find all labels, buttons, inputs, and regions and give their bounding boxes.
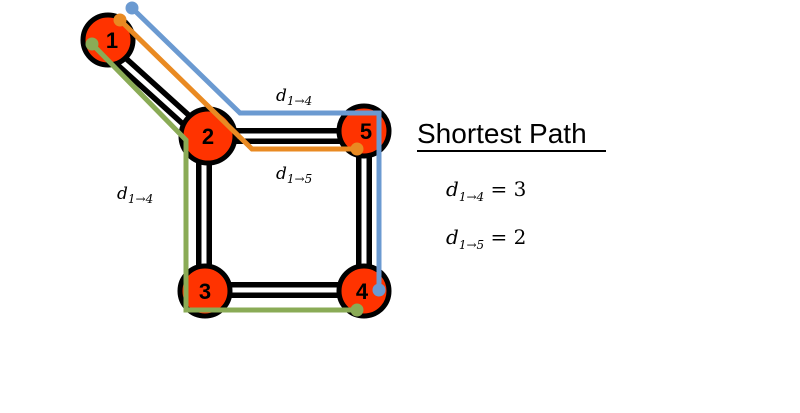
node-5-label: 5	[360, 119, 372, 144]
label-mid-d: d	[276, 164, 287, 184]
equation-d15: d1→5 = 2	[446, 225, 526, 252]
label-left-sub: 1→4	[128, 192, 153, 206]
path-green	[85, 37, 364, 317]
label-left-d14: d1→4	[117, 184, 153, 206]
node-1-label: 1	[106, 28, 118, 53]
node-3: 3	[177, 263, 233, 319]
eq1-d: d	[446, 177, 459, 201]
label-top-sub: 1→4	[287, 94, 312, 108]
label-mid-d15: d1→5	[276, 164, 312, 186]
path-green-end	[350, 303, 364, 317]
node-2: 2	[178, 106, 238, 166]
label-mid-sub: 1→5	[287, 172, 312, 186]
label-top-d: d	[276, 86, 287, 106]
path-orange-start	[113, 13, 127, 27]
label-left-d: d	[117, 184, 128, 204]
path-blue	[125, 1, 386, 297]
node-3-label: 3	[199, 279, 211, 304]
node-4-label: 4	[356, 279, 369, 304]
eq1-rhs: = 3	[484, 177, 526, 201]
path-orange	[113, 13, 364, 156]
eq2-d: d	[446, 225, 459, 249]
path-blue-end	[372, 283, 386, 297]
equation-d14: d1→4 = 3	[446, 177, 526, 204]
path-orange-end	[350, 142, 364, 156]
path-blue-start	[125, 1, 139, 15]
eq1-sub: 1→4	[459, 190, 484, 204]
eq2-rhs: = 2	[484, 225, 526, 249]
node-1: 1	[80, 12, 136, 68]
label-top-d14: d1→4	[276, 86, 312, 108]
graph-edges	[92, 34, 372, 298]
eq2-sub: 1→5	[459, 238, 484, 252]
path-green-start	[85, 37, 99, 51]
node-2-label: 2	[202, 124, 214, 149]
shortest-path-title: Shortest Path	[417, 118, 587, 149]
